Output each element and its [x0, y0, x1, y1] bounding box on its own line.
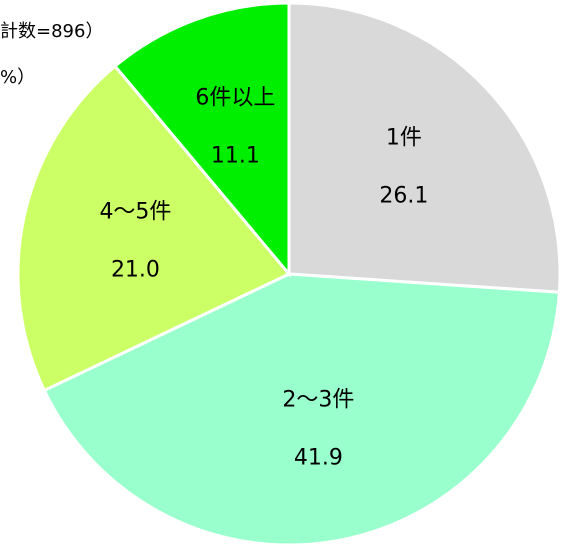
- slice-label: 6件以上: [195, 85, 275, 110]
- slice-label: 1件: [386, 126, 422, 151]
- pie-slice: [287, 1, 562, 294]
- value-label: 41.9: [294, 445, 343, 470]
- note: %）: [0, 67, 35, 88]
- value-label: 26.1: [379, 184, 428, 209]
- value-label: 21.0: [111, 257, 160, 282]
- pie: [16, 1, 562, 546]
- pie-slice: [112, 1, 291, 279]
- pie-slice: [42, 272, 561, 546]
- note: 計数=896）: [0, 21, 103, 42]
- slice-label: 2〜3件: [282, 387, 354, 412]
- pie-slice: [16, 64, 292, 393]
- slice-label: 4〜5件: [99, 199, 171, 224]
- value-label: 11.1: [211, 143, 260, 168]
